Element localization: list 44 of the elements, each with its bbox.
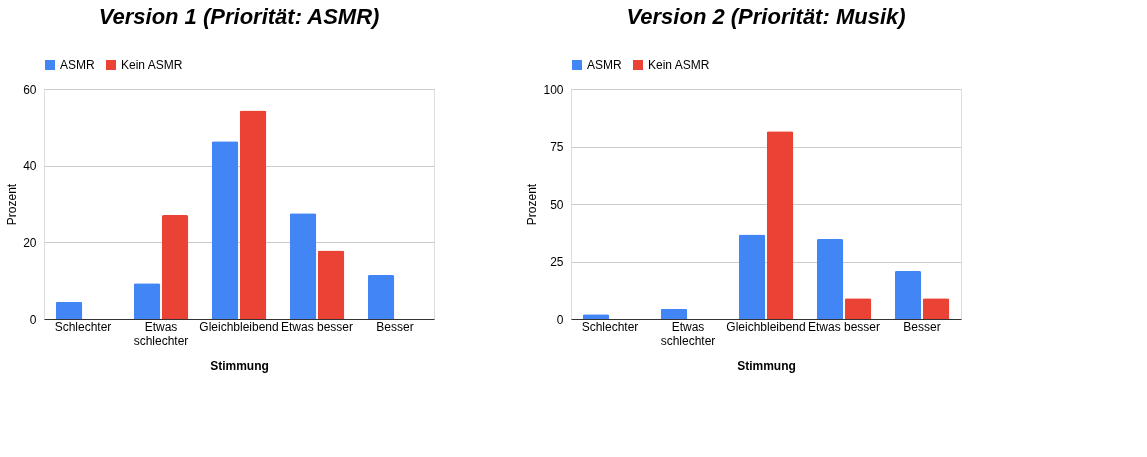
y-tick-label: 0 (29, 312, 37, 327)
bar (161, 215, 189, 319)
legend-label: ASMR (587, 58, 622, 72)
y-axis-title: Prozent (525, 183, 540, 226)
legend-label: Kein ASMR (121, 58, 183, 72)
bar (738, 234, 766, 319)
bar (660, 308, 688, 319)
bar (317, 250, 345, 319)
y-tick-label: 100 (543, 82, 564, 97)
bar (239, 110, 267, 319)
chart-title: Version 2 (Priorität: Musik) (626, 4, 906, 29)
bar (211, 141, 239, 319)
y-tick-label: 75 (550, 140, 564, 154)
legend-label: ASMR (60, 58, 95, 72)
legend-label: Kein ASMR (648, 58, 710, 72)
y-tick-label: 40 (23, 159, 37, 174)
bar (922, 298, 950, 319)
bar (844, 298, 872, 319)
x-tick-label: Besser (376, 319, 414, 334)
x-tick-label: Schlechter (581, 319, 639, 334)
x-tick-label: Besser (903, 319, 941, 334)
x-tick-label: Etwas besser (807, 319, 881, 334)
y-tick-label: 0 (556, 312, 564, 327)
y-axis-title: Prozent (5, 183, 20, 226)
y-tick-label: 20 (23, 235, 37, 250)
bar (133, 283, 161, 319)
bar (894, 270, 922, 319)
bar (55, 301, 83, 319)
y-tick-label: 50 (550, 197, 564, 212)
x-axis-title: Stimmung (737, 358, 796, 373)
x-tick-label: Etwas schlechter (133, 319, 189, 348)
x-tick-label: Etwas besser (280, 319, 354, 334)
y-tick-label: 25 (550, 255, 564, 269)
bar (367, 274, 395, 319)
x-axis-title: Stimmung (210, 358, 269, 373)
x-tick-label: Etwas schlechter (660, 319, 716, 348)
bar (816, 238, 844, 319)
chart-title: Version 1 (Priorität: ASMR) (98, 4, 380, 29)
y-tick-label: 60 (23, 82, 37, 97)
x-tick-label: Gleichbleibend (726, 319, 806, 334)
bar (766, 131, 794, 319)
bar (289, 213, 317, 319)
x-tick-label: Gleichbleibend (199, 319, 279, 334)
x-tick-label: Schlechter (54, 319, 112, 334)
